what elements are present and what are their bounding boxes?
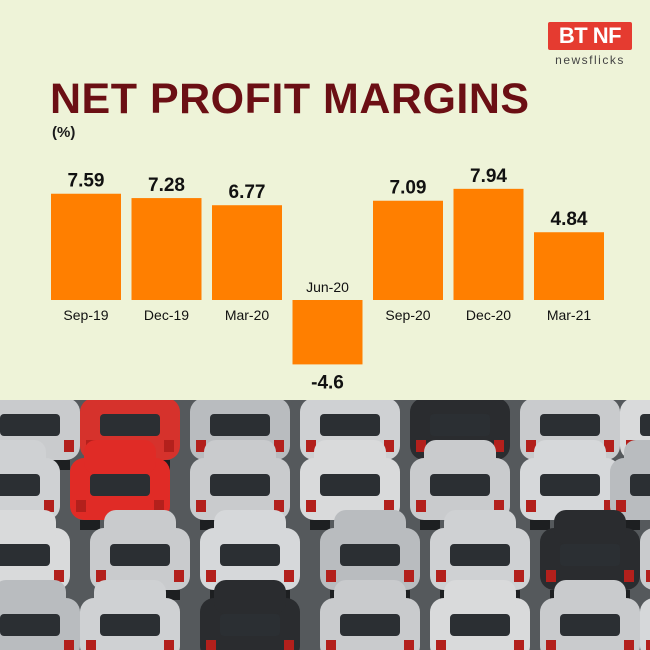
- brand-logo: BT NF newsflicks: [548, 22, 632, 70]
- car-shape: [80, 580, 180, 650]
- bar-Dec-19: [131, 198, 202, 300]
- chart-panel: NET PROFIT MARGINS (%) BT NF newsflicks …: [50, 22, 632, 394]
- category-label-Sep-20: Sep-20: [385, 307, 430, 323]
- category-label-Mar-21: Mar-21: [547, 307, 592, 323]
- car-shape: [410, 440, 510, 530]
- value-label-Dec-20: 7.94: [470, 166, 507, 187]
- parked-cars-illustration: [0, 400, 650, 650]
- value-label-Mar-20: 6.77: [229, 182, 266, 203]
- car-shape: [320, 580, 420, 650]
- car-shape: [0, 510, 70, 600]
- car-shape: [0, 580, 80, 650]
- bar-Sep-20: [373, 200, 443, 300]
- category-label-Dec-20: Dec-20: [466, 307, 511, 323]
- bar-chart: 7.59 Sep-19 7.28 Dec-19 6.77 Mar-20 -4.6 Jun-20…: [51, 166, 604, 393]
- parked-cars-photo: [0, 400, 650, 650]
- car-shape: [90, 510, 190, 600]
- page-title: NET PROFIT MARGINS: [50, 75, 530, 123]
- unit-label: (%): [52, 124, 76, 141]
- bar-Dec-20: [453, 188, 524, 300]
- value-label-Mar-21: 4.84: [551, 209, 588, 230]
- category-label-Dec-19: Dec-19: [144, 307, 189, 323]
- category-label-Mar-20: Mar-20: [225, 307, 270, 323]
- car-shape: [640, 528, 650, 590]
- category-label-Sep-19: Sep-19: [63, 307, 108, 323]
- bar-Mar-20: [212, 205, 282, 300]
- bar-Sep-19: [51, 193, 121, 300]
- bar-Mar-21: [534, 232, 604, 300]
- logo-badge: [548, 22, 632, 50]
- car-shape: [610, 440, 650, 530]
- car-shape: [430, 580, 530, 650]
- value-label-Jun-20: -4.6: [311, 372, 344, 393]
- logo-main-text: BT NF: [558, 23, 622, 48]
- category-label-Jun-20: Jun-20: [306, 279, 349, 295]
- car-shape: [540, 580, 640, 650]
- value-label-Dec-19: 7.28: [148, 175, 185, 196]
- car-shape: [640, 598, 650, 650]
- logo-sub-text: newsflicks: [555, 53, 625, 67]
- car-shape: [520, 440, 620, 530]
- bar-Jun-20: [292, 300, 363, 365]
- value-label-Sep-20: 7.09: [390, 178, 427, 199]
- car-shape: [200, 580, 300, 650]
- value-label-Sep-19: 7.59: [68, 171, 105, 192]
- car-shape: [70, 440, 170, 530]
